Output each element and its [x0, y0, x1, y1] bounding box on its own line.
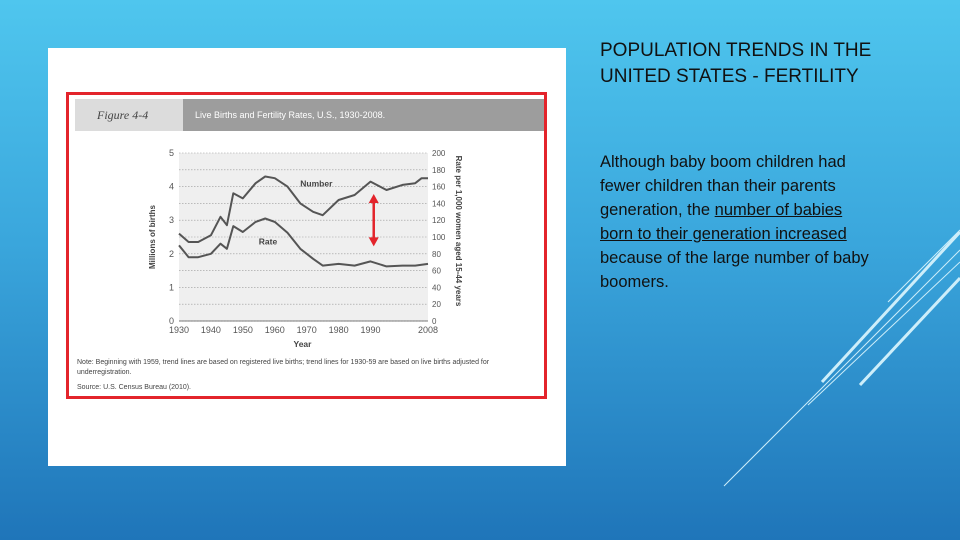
x-tick-label: 1950	[233, 325, 253, 335]
series-line-number	[178, 175, 428, 243]
figure-label: Figure 4-4	[75, 99, 183, 131]
figure-title: Live Births and Fertility Rates, U.S., 1…	[183, 99, 544, 131]
x-tick-label: 1990	[361, 325, 381, 335]
y-axis-label-left: Millions of births	[148, 204, 157, 269]
x-axis-label: Year	[294, 339, 313, 349]
left-tick-label: 0	[169, 316, 174, 326]
right-tick-label: 0	[432, 317, 437, 326]
chart-grid	[179, 152, 428, 322]
series-label-number: Number	[300, 179, 333, 189]
arrow-head-bottom	[368, 237, 379, 247]
red-double-arrow	[368, 194, 379, 247]
left-tick-label: 2	[169, 249, 174, 259]
right-tick-label: 160	[432, 183, 446, 192]
figure-frame: Figure 4-4 Live Births and Fertility Rat…	[66, 92, 547, 399]
slide-title: POPULATION TRENDS IN THE UNITED STATES -…	[600, 40, 872, 87]
body-text-highlight: number of babies born to their generatio…	[600, 201, 847, 243]
left-tick-label: 3	[169, 215, 174, 225]
body-text-after: because of the large number of baby boom…	[600, 249, 869, 291]
figure-note: Note: Beginning with 1959, trend lines a…	[77, 359, 490, 376]
right-tick-label: 140	[432, 199, 446, 208]
right-tick-label: 180	[432, 166, 446, 175]
right-tick-label: 60	[432, 267, 441, 276]
figure-header: Figure 4-4 Live Births and Fertility Rat…	[75, 99, 544, 131]
x-tick-label: 2008	[418, 325, 438, 335]
deco-line	[858, 276, 960, 387]
right-tick-label: 120	[432, 216, 446, 225]
arrow-head-top	[368, 194, 379, 204]
slide-body: Although baby boom children had fewer ch…	[600, 150, 870, 294]
x-tick-label: 1970	[297, 325, 317, 335]
left-tick-label: 4	[169, 182, 174, 192]
series-label-rate: Rate	[259, 237, 278, 247]
figure-source: Source: U.S. Census Bureau (2010).	[77, 384, 192, 391]
births-chart: 1930 1940 1950 1960 1970 1980 1990 2008 012345 …	[148, 148, 463, 349]
deco-line	[820, 230, 960, 384]
left-tick-label: 5	[169, 148, 174, 158]
right-tick-label: 20	[432, 300, 441, 309]
right-tick-labels: 0 20 40 60 80 100 120 140 160 180 200	[432, 149, 446, 326]
left-tick-label: 1	[169, 282, 174, 292]
right-tick-label: 80	[432, 250, 441, 259]
x-tick-label: 1930	[169, 325, 189, 335]
left-tick-labels: 0 1 2 3 4 5	[169, 148, 174, 326]
right-tick-label: 100	[432, 233, 446, 242]
deco-line	[887, 229, 960, 303]
x-tick-label: 1980	[329, 325, 349, 335]
series-lines	[178, 175, 429, 268]
x-tick-label: 1960	[265, 325, 285, 335]
series-line-rate	[178, 217, 429, 268]
x-tick-label: 1940	[201, 325, 221, 335]
y-axis-label-right: Rate per 1,000 women aged 15-44 years	[454, 156, 463, 307]
x-tick-labels: 1930 1940 1950 1960 1970 1980 1990 2008	[169, 325, 438, 335]
body-text-before: Although baby boom children had fewer ch…	[600, 153, 846, 219]
right-tick-label: 40	[432, 283, 441, 292]
right-tick-label: 200	[432, 149, 446, 158]
deco-line	[723, 249, 960, 487]
deco-line	[807, 261, 960, 406]
